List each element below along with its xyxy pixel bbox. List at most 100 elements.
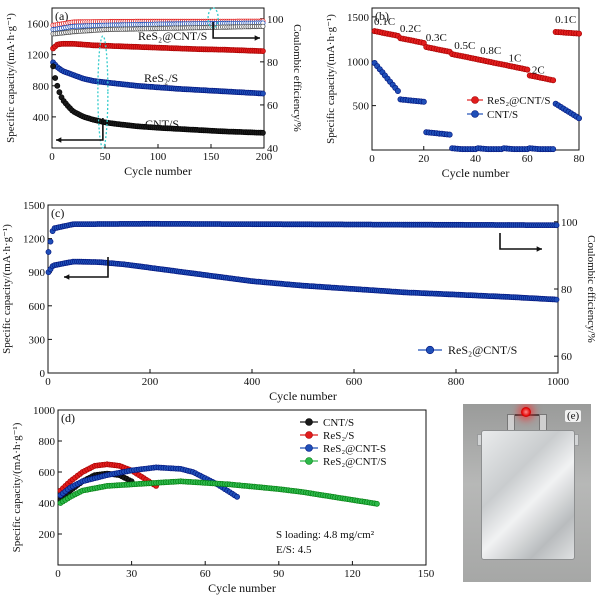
x-tick-label: 0 bbox=[49, 151, 55, 163]
y2-axis-label: Coulombic efficiency/% bbox=[291, 24, 303, 132]
capacity-point bbox=[50, 63, 56, 70]
capacity-point bbox=[553, 296, 560, 303]
y-axis-label: Specific capacity/(mA·h·g⁻¹) bbox=[1, 224, 13, 354]
x-axis-label: Cycle number bbox=[124, 164, 192, 178]
highlight-ellipse bbox=[97, 35, 109, 149]
pouch-cell bbox=[481, 430, 575, 560]
right-axis-arrow bbox=[499, 233, 542, 250]
y-tick-label: 200 bbox=[39, 529, 56, 541]
ce-point bbox=[553, 222, 560, 229]
rate-point bbox=[575, 115, 582, 122]
y-tick-label: 0 bbox=[40, 368, 46, 380]
rate-label: 0.8C bbox=[480, 45, 501, 57]
right-axis-arrow bbox=[212, 22, 260, 39]
rate-label: 0.5C bbox=[454, 40, 475, 52]
x-tick-label: 200 bbox=[142, 376, 159, 388]
capacity-point bbox=[259, 129, 266, 136]
x-tick-label: 0 bbox=[369, 153, 375, 165]
y-tick-label: 500 bbox=[353, 101, 370, 113]
series-label: ReS₂@CNT/S bbox=[138, 29, 207, 43]
legend-marker bbox=[305, 457, 313, 465]
rate-label: 0.1C bbox=[555, 14, 576, 26]
y2-tick-label: 60 bbox=[561, 351, 573, 363]
rate-label: 2C bbox=[532, 65, 545, 77]
rate-point bbox=[446, 131, 453, 138]
legend-entry: ReS₂@CNT/S bbox=[487, 95, 550, 107]
x-tick-label: 80 bbox=[574, 153, 586, 165]
capacity-point bbox=[259, 90, 266, 97]
legend-entry: ReS₂@CNT/S bbox=[323, 456, 386, 468]
panel-3 bbox=[47, 204, 559, 374]
y-tick-label: 300 bbox=[29, 334, 46, 346]
x-tick-label: 0 bbox=[55, 568, 61, 580]
x-tick-label: 30 bbox=[126, 568, 138, 580]
rate-point bbox=[420, 98, 427, 105]
panel-4 bbox=[57, 409, 427, 566]
rate-label: 0.3C bbox=[426, 32, 447, 44]
x-tick-label: 400 bbox=[244, 376, 261, 388]
x-axis-label: Cycle number bbox=[442, 166, 510, 180]
legend-marker bbox=[305, 444, 313, 452]
x-axis-label: Cycle number bbox=[269, 389, 337, 403]
rate-label: 1C bbox=[509, 52, 522, 64]
panel-label: (d) bbox=[61, 411, 75, 425]
legend-entry: CNT/S bbox=[487, 109, 518, 121]
pouch-cell-photo: (e) bbox=[463, 404, 591, 582]
x-tick-label: 60 bbox=[522, 153, 534, 165]
capacity-point bbox=[54, 82, 61, 89]
y2-tick-label: 60 bbox=[267, 100, 279, 112]
annotation-text: E/S: 4.5 bbox=[276, 544, 312, 556]
legend-marker bbox=[471, 110, 479, 118]
x-tick-label: 150 bbox=[203, 151, 220, 163]
ce-point bbox=[260, 23, 266, 29]
y-tick-label: 600 bbox=[39, 467, 56, 479]
y-tick-label: 800 bbox=[33, 81, 50, 93]
x-tick-label: 200 bbox=[256, 151, 273, 163]
ce-point bbox=[45, 249, 52, 255]
left-axis-arrow-head bbox=[56, 137, 62, 143]
y-axis-label: Specific capacity/(mA·h·g⁻¹) bbox=[5, 13, 17, 143]
x-tick-label: 0 bbox=[45, 376, 51, 388]
y2-axis-label: Coulombic efficiency/% bbox=[585, 235, 597, 343]
right-axis-arrow-head bbox=[254, 35, 260, 41]
y-tick-label: 800 bbox=[39, 436, 56, 448]
capacity-point bbox=[234, 493, 240, 500]
panel-label-e: (e) bbox=[565, 410, 582, 422]
y2-tick-label: 80 bbox=[561, 284, 573, 296]
x-tick-label: 60 bbox=[200, 568, 212, 580]
y2-tick-label: 100 bbox=[561, 217, 578, 229]
y-axis-label: Specific capacity/(mA·h·g⁻¹) bbox=[325, 14, 337, 144]
capacity-point bbox=[373, 500, 380, 507]
capacity-point bbox=[56, 89, 63, 96]
rate-point bbox=[575, 30, 582, 37]
ce-point bbox=[47, 238, 54, 245]
rate-label: 0.2C bbox=[400, 23, 421, 35]
capacity-point bbox=[259, 48, 266, 54]
legend-entry: CNT/S bbox=[323, 417, 354, 429]
legend-marker bbox=[471, 96, 479, 104]
series-label: CNT/S bbox=[145, 117, 179, 131]
x-tick-label: 20 bbox=[418, 153, 430, 165]
y-tick-label: 1500 bbox=[347, 12, 370, 24]
y-tick-label: 400 bbox=[39, 498, 56, 510]
y-tick-label: 1200 bbox=[23, 234, 46, 246]
x-axis-label: Cycle number bbox=[208, 581, 276, 595]
right-axis-arrow-head bbox=[536, 246, 542, 252]
panel-label: (c) bbox=[51, 206, 64, 220]
rate-point bbox=[524, 66, 531, 73]
y-tick-label: 900 bbox=[29, 267, 46, 279]
legend-entry: ReS₂@CNT/S bbox=[448, 343, 517, 357]
x-tick-label: 50 bbox=[100, 151, 112, 163]
series-label: ReS₂/S bbox=[144, 71, 178, 85]
led-bulb-icon bbox=[521, 407, 531, 417]
y-tick-label: 1000 bbox=[347, 56, 370, 68]
x-tick-label: 90 bbox=[273, 568, 285, 580]
legend-entry: ReS₂/S bbox=[323, 430, 354, 442]
x-tick-label: 120 bbox=[344, 568, 361, 580]
rate-point bbox=[550, 146, 557, 153]
left-axis-arrow bbox=[56, 118, 104, 141]
y-tick-label: 1500 bbox=[23, 200, 46, 212]
plot-frame bbox=[57, 409, 427, 566]
legend-marker bbox=[305, 418, 313, 426]
